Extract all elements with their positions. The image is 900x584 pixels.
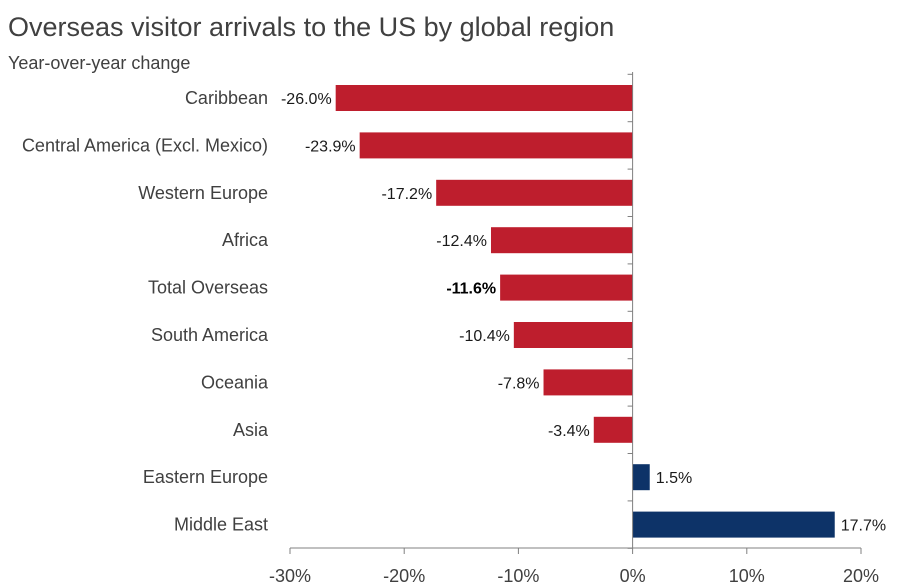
bar (359, 132, 633, 159)
category-label: Western Europe (138, 183, 268, 203)
bar (593, 416, 633, 443)
data-label: -11.6% (446, 281, 496, 298)
data-label: -12.4% (436, 233, 487, 250)
bar (490, 227, 633, 254)
x-tick-label: 10% (729, 566, 765, 584)
x-tick-label: -30% (269, 566, 311, 584)
data-label: 1.5% (656, 470, 692, 487)
category-label: South America (151, 325, 269, 345)
bar (500, 274, 633, 301)
chart-subtitle: Year-over-year change (8, 53, 191, 73)
category-label: Total Overseas (148, 278, 268, 298)
chart-title: Overseas visitor arrivals to the US by g… (8, 12, 615, 42)
bar (632, 511, 835, 538)
data-label: -10.4% (459, 328, 510, 345)
bar (543, 369, 633, 396)
x-tick-label: -10% (497, 566, 539, 584)
bar (632, 464, 650, 491)
bar (513, 322, 633, 348)
x-tick-label: -20% (383, 566, 425, 584)
data-label: -3.4% (548, 423, 590, 440)
category-label: Africa (222, 230, 269, 250)
category-label: Central America (Excl. Mexico) (22, 135, 268, 155)
data-label: -26.0% (281, 91, 332, 108)
category-label: Asia (233, 420, 269, 440)
x-tick-label: 20% (843, 566, 879, 584)
bar (436, 179, 633, 206)
category-label: Caribbean (185, 88, 268, 108)
x-tick-label: 0% (620, 566, 646, 584)
category-label: Eastern Europe (143, 467, 268, 487)
category-label: Middle East (174, 515, 268, 535)
data-label: -7.8% (498, 375, 540, 392)
bar (335, 85, 633, 111)
data-label: 17.7% (841, 518, 886, 535)
category-label: Oceania (201, 372, 269, 392)
data-label: -17.2% (381, 186, 432, 203)
data-label: -23.9% (305, 138, 356, 155)
